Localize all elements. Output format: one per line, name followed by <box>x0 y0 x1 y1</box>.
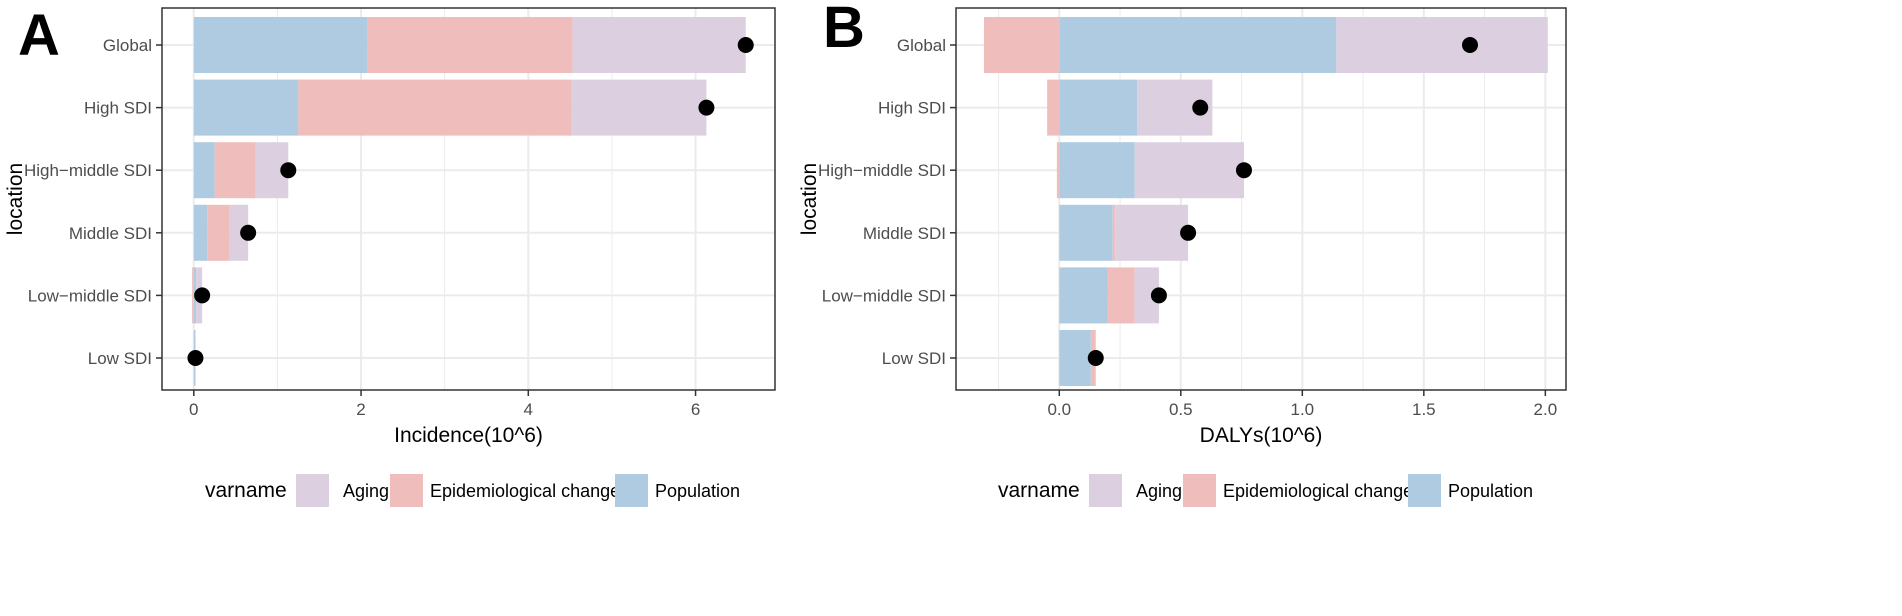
y-axis-title: location <box>798 163 821 235</box>
x-tick-label: 0.5 <box>1169 400 1193 419</box>
legend-title: varname <box>205 479 287 502</box>
bar-population-middle-sdi <box>193 204 208 261</box>
legend-key-epidemiological-change <box>390 474 423 507</box>
legend-label-population: Population <box>655 481 740 501</box>
legend-key-population <box>1408 474 1441 507</box>
bar-epidemiological-change-high-middle-sdi <box>214 142 256 199</box>
total-point-high-middle-sdi <box>1235 162 1252 179</box>
bar-epidemiological-change-global <box>983 17 1060 73</box>
bar-aging-high-middle-sdi <box>1134 142 1244 199</box>
bar-population-global <box>1059 17 1337 73</box>
legend: varname Aging Epidemiological change Popula… <box>998 474 1533 507</box>
bar-aging-middle-sdi <box>1115 204 1189 261</box>
y-tick-label: Low−middle SDI <box>28 286 152 305</box>
total-point-middle-sdi <box>240 224 257 241</box>
panel-border <box>955 7 1567 391</box>
y-tick-label: High−middle SDI <box>24 161 152 180</box>
total-point-global <box>737 37 754 53</box>
legend-key-epidemiological-change <box>1183 474 1216 507</box>
x-axis-title: Incidence(10^6) <box>394 424 543 447</box>
x-axis-title: DALYs(10^6) <box>1200 424 1323 447</box>
bar-epidemiological-change-middle-sdi <box>207 204 230 261</box>
bar-aging-global <box>1336 17 1548 73</box>
bar-aging-middle-sdi <box>229 204 249 261</box>
bar-population-middle-sdi <box>1059 204 1113 261</box>
panel-border <box>161 7 776 391</box>
total-point-middle-sdi <box>1180 224 1197 241</box>
bar-epidemiological-change-high-sdi <box>1047 79 1060 136</box>
bar-population-low-sdi <box>1059 330 1091 386</box>
legend-label-epidemiological-change: Epidemiological change <box>430 481 620 501</box>
y-tick-label: Middle SDI <box>863 224 946 243</box>
total-point-low-middle-sdi <box>1150 287 1167 304</box>
y-tick-label: Middle SDI <box>69 224 152 243</box>
y-axis-title: location <box>4 163 27 235</box>
x-tick-label: 0 <box>189 400 198 419</box>
bar-population-high-middle-sdi <box>193 142 215 199</box>
bar-population-high-sdi <box>1059 79 1138 136</box>
legend: varname Aging Epidemiological change Popula… <box>205 474 740 507</box>
legend-key-aging <box>1089 474 1122 507</box>
y-tick-label: Low SDI <box>882 349 946 368</box>
legend-key-population <box>615 474 648 507</box>
x-tick-label: 1.0 <box>1290 400 1314 419</box>
bar-epidemiological-change-high-middle-sdi <box>1056 142 1060 199</box>
bar-aging-global <box>572 17 746 73</box>
y-tick-label: High−middle SDI <box>818 161 946 180</box>
y-tick-label: Global <box>897 36 946 55</box>
panel-b: B Global High SDI High−middle SDI Middle SDI… <box>798 0 1567 507</box>
total-point-high-sdi <box>1192 99 1209 116</box>
y-tick-label: Global <box>103 36 152 55</box>
total-point-high-middle-sdi <box>280 162 297 179</box>
legend-label-epidemiological-change: Epidemiological change <box>1223 481 1413 501</box>
y-tick-label: High SDI <box>878 99 946 118</box>
x-tick-label: 2 <box>356 400 365 419</box>
y-tick-label: Low SDI <box>88 349 152 368</box>
y-tick-label: Low−middle SDI <box>822 286 946 305</box>
total-point-low-sdi <box>187 350 204 366</box>
total-point-low-middle-sdi <box>194 287 211 304</box>
y-tick-label: High SDI <box>84 99 152 118</box>
bar-epidemiological-change-middle-sdi <box>1112 204 1116 261</box>
bar-population-low-middle-sdi <box>1059 267 1108 324</box>
x-tick-label: 1.5 <box>1412 400 1436 419</box>
bar-epidemiological-change-high-sdi <box>298 79 572 136</box>
bar-population-high-sdi <box>193 79 299 136</box>
bar-aging-high-sdi <box>571 79 707 136</box>
total-point-global <box>1462 37 1479 53</box>
panel-a: A Global High SDI High−middle SDI Middle SDI… <box>4 3 776 507</box>
x-tick-label: 6 <box>691 400 700 419</box>
total-point-high-sdi <box>698 99 715 116</box>
x-tick-label: 2.0 <box>1534 400 1558 419</box>
bar-population-global <box>193 17 368 73</box>
legend-label-aging: Aging <box>1136 481 1182 501</box>
x-tick-label: 4 <box>524 400 533 419</box>
total-point-low-sdi <box>1087 350 1104 366</box>
legend-label-population: Population <box>1448 481 1533 501</box>
bar-epidemiological-change-global <box>367 17 573 73</box>
panel-letter: B <box>823 0 865 60</box>
bar-population-high-middle-sdi <box>1059 142 1135 199</box>
legend-title: varname <box>998 479 1080 502</box>
legend-key-aging <box>296 474 329 507</box>
legend-label-aging: Aging <box>343 481 389 501</box>
x-tick-label: 0.0 <box>1047 400 1071 419</box>
bar-epidemiological-change-low-middle-sdi <box>1107 267 1135 324</box>
bar-epidemiological-change-low-middle-sdi <box>192 267 194 324</box>
panel-letter: A <box>18 3 60 68</box>
